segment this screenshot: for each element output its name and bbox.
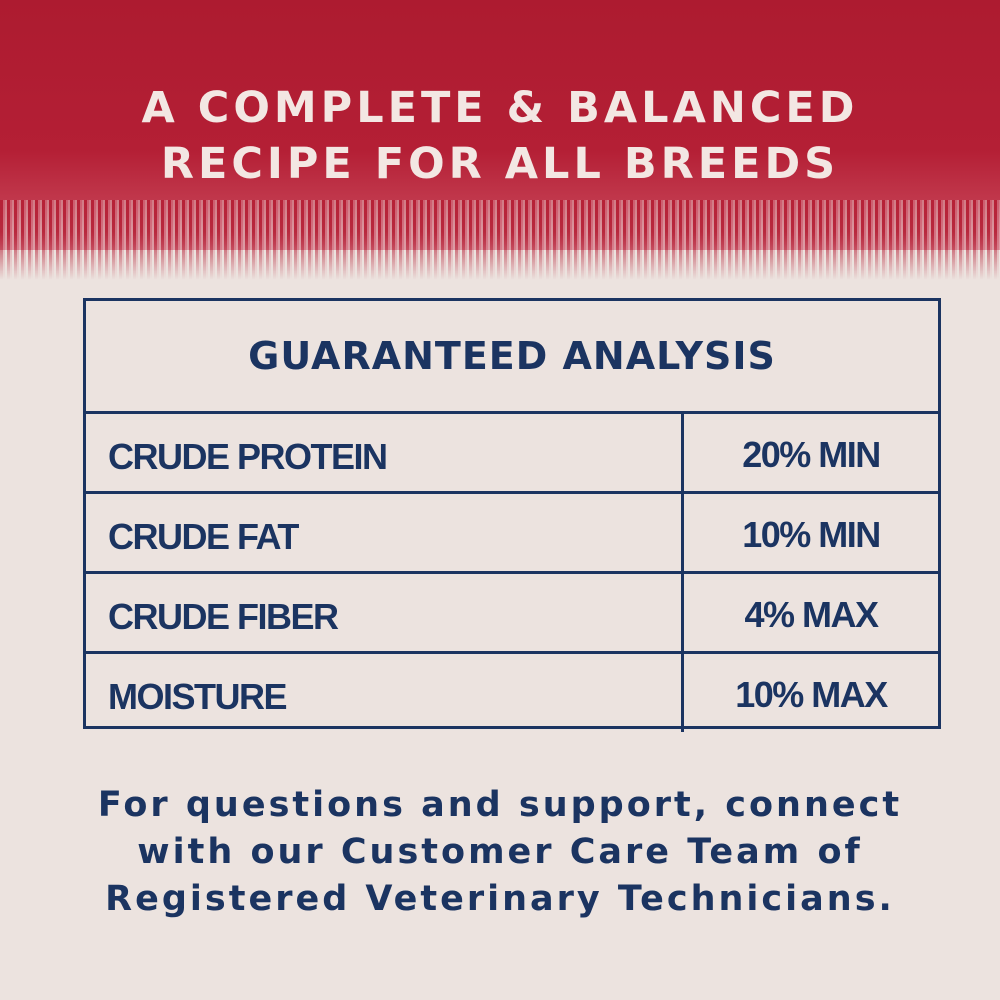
headline-line-1: A COMPLETE & BALANCED <box>141 83 859 133</box>
nutrient-name: CRUDE FIBER <box>86 574 684 651</box>
table-row: CRUDE FAT 10% MIN <box>86 494 938 574</box>
table-row: CRUDE PROTEIN 20% MIN <box>86 414 938 494</box>
nutrient-name: CRUDE FAT <box>86 494 684 571</box>
nutrient-name: MOISTURE <box>86 654 684 732</box>
nutrient-value: 10% MIN <box>742 513 881 555</box>
nutrient-value: 20% MIN <box>742 433 881 475</box>
support-line-3: Registered Veterinary Technicians. <box>105 879 895 919</box>
support-line-2: with our Customer Care Team of <box>137 832 863 872</box>
support-line-1: For questions and support, connect <box>97 785 903 825</box>
table-row: MOISTURE 10% MAX <box>86 654 938 732</box>
headline: A COMPLETE & BALANCED RECIPE FOR ALL BRE… <box>0 80 1000 192</box>
nutrient-value: 4% MAX <box>744 593 879 635</box>
nutrient-value: 10% MAX <box>735 674 888 715</box>
support-text: For questions and support, connect with … <box>0 782 1000 923</box>
headline-line-2: RECIPE FOR ALL BREEDS <box>160 139 840 189</box>
table-row: CRUDE FIBER 4% MAX <box>86 574 938 654</box>
nutrient-name: CRUDE PROTEIN <box>86 414 684 491</box>
table-title: GUARANTEED ANALYSIS <box>86 301 938 414</box>
brush-edge <box>0 200 1000 280</box>
guaranteed-analysis-table: GUARANTEED ANALYSIS CRUDE PROTEIN 20% MI… <box>83 298 941 732</box>
